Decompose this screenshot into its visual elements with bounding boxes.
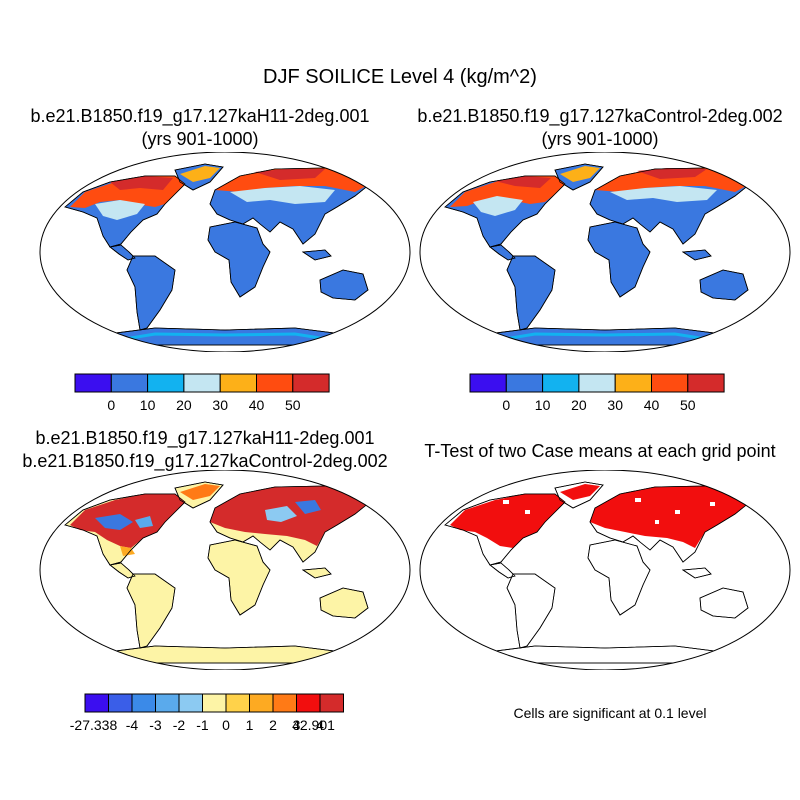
colorbar-difference-tick-label: -27.338 [70,717,118,733]
colorbar-difference: -27.338 -4 -3 -2 -1 0 1 2 3 442.901 [70,693,344,733]
colorbar-case1-tick-label: 30 [212,397,228,413]
colorbar-case2-tick-label: 30 [607,397,623,413]
panel2-subtitle: (yrs 901-1000) [541,129,659,149]
colorbar-difference-swatch [84,693,109,713]
colorbar-difference-swatch [178,693,203,713]
colorbar-case2-tick-label: 10 [535,397,551,413]
colorbar-difference-tick-label: -1 [196,717,209,733]
colorbar-case2-swatch [614,373,652,393]
colorbar-case1: 0 10 20 30 40 50 [74,373,330,413]
colorbar-case1-swatch [219,373,257,393]
colorbar-difference-tick-label: 3 [293,717,301,733]
colorbar-case2-tick-label: 20 [571,397,587,413]
colorbar-case1-tick-label: 40 [249,397,265,413]
panel2-title: b.e21.B1850.f19_g17.127kaControl-2deg.00… [417,106,783,126]
map-panel-ttest [419,470,791,670]
colorbar-difference-tick-label: 0 [222,717,230,733]
map-panel-case1 [39,152,411,352]
colorbar-case2-swatch [687,373,725,393]
map-panel-case2 [419,152,791,352]
panel3-title-line2: b.e21.B1850.f19_g17.127kaControl-2deg.00… [22,451,388,471]
soilice-high-band [70,166,370,344]
colorbar-case1-tick-label: 10 [140,397,156,413]
colorbar-case2-swatch [469,373,507,393]
colorbar-case2-tick-label: 50 [680,397,696,413]
colorbar-difference-swatch [108,693,133,713]
colorbar-difference-tick-label: 4 [316,717,324,733]
colorbar-difference-swatch [319,693,344,713]
colorbar-case1-swatch [292,373,330,393]
significant-cells [450,484,750,548]
colorbar-case1-swatch [183,373,221,393]
colorbar-difference-swatch [155,693,180,713]
colorbar-difference-tick-label: -2 [173,717,186,733]
colorbar-difference-swatch [296,693,321,713]
panel1-subtitle: (yrs 901-1000) [141,129,259,149]
colorbar-case1-tick-label: 50 [285,397,301,413]
colorbar-difference-swatch [131,693,156,713]
main-title: DJF SOILICE Level 4 (kg/m^2) [263,66,537,88]
colorbar-case2-swatch [578,373,616,393]
colorbar-case2: 0 10 20 30 40 50 [469,373,725,413]
colorbar-difference-swatch [249,693,274,713]
colorbar-case1-tick-label: 20 [176,397,192,413]
significance-note: Cells are significant at 0.1 level [513,705,707,721]
colorbar-difference-tick-label: 2 [269,717,277,733]
colorbar-case2-tick-label: 40 [644,397,660,413]
colorbar-case1-swatch [147,373,185,393]
colorbar-difference-tick-label: 42.901 [292,717,335,733]
colorbar-difference-tick-label: -3 [149,717,162,733]
map-panel-difference [39,470,411,670]
colorbar-case2-tick-label: 0 [502,397,510,413]
colorbar-difference-tick-label: -4 [126,717,139,733]
colorbar-case1-swatch [74,373,112,393]
panel1-title: b.e21.B1850.f19_g17.127kaH11-2deg.001 [30,106,370,126]
non-significant-gaps [503,498,715,524]
panel4-title: T-Test of two Case means at each grid po… [424,441,776,461]
colorbar-case2-swatch [651,373,689,393]
colorbar-case2-swatch [542,373,580,393]
colorbar-case1-swatch [256,373,294,393]
soilice-high-band [450,166,750,344]
colorbar-case1-tick-label: 0 [107,397,115,413]
colorbar-difference-tick-label: 1 [246,717,254,733]
panel3-title-line1: b.e21.B1850.f19_g17.127kaH11-2deg.001 [35,428,375,448]
colorbar-case1-swatch [110,373,149,393]
colorbar-case2-swatch [505,373,544,393]
colorbar-difference-swatch [225,693,250,713]
colorbar-difference-swatch [272,693,297,713]
difference-high-band [70,484,370,556]
colorbar-difference-swatch [202,693,227,713]
